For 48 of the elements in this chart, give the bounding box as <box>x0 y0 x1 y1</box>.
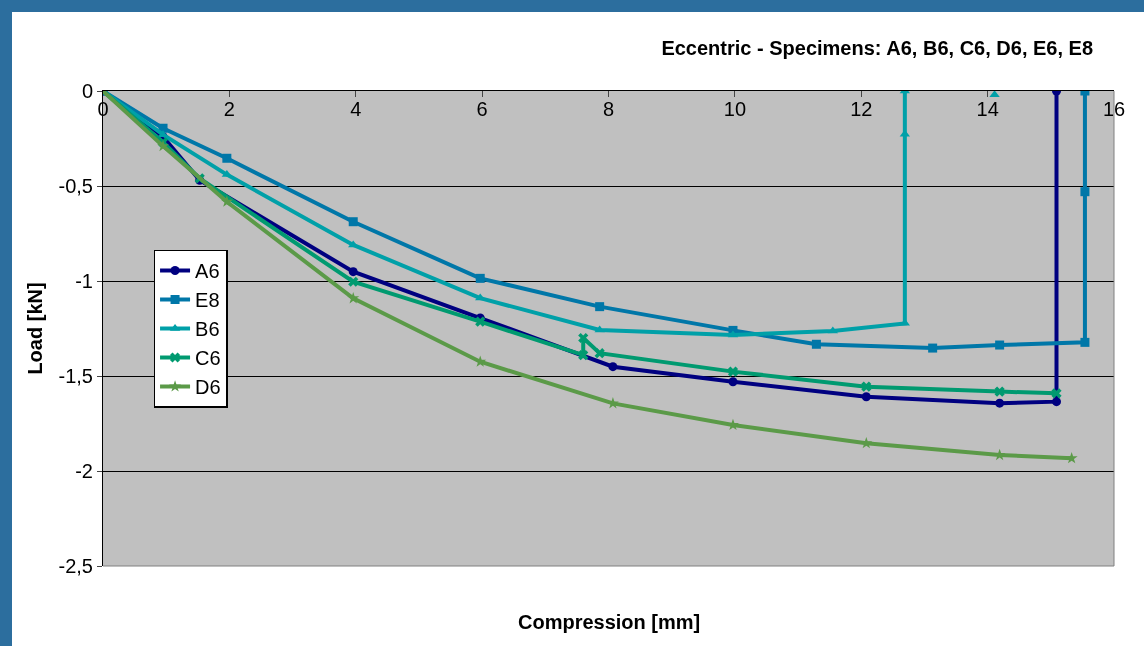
x-tick-label: 8 <box>602 98 615 120</box>
point <box>861 381 872 392</box>
y-tick-label: -0,5 <box>58 175 93 197</box>
point <box>475 273 485 283</box>
x-tick-label: 12 <box>850 98 873 120</box>
point <box>578 332 589 344</box>
x-tick-label: 4 <box>350 98 362 120</box>
point <box>995 398 1005 408</box>
y-tick-label: 0 <box>81 80 93 102</box>
point <box>728 377 738 387</box>
point <box>578 350 589 361</box>
x-tick-label: 2 <box>223 98 235 120</box>
legend-label: D6 <box>195 376 221 399</box>
y-tick-label: -1,5 <box>58 365 93 387</box>
y-tick-label: -2,5 <box>58 555 93 577</box>
legend-label: C6 <box>195 347 221 370</box>
point <box>1051 388 1062 399</box>
point <box>157 139 170 152</box>
point <box>727 366 739 377</box>
point <box>475 316 486 327</box>
point <box>595 302 605 312</box>
x-axis-title: Compression [mm] <box>518 611 701 633</box>
point <box>811 339 821 349</box>
point <box>994 386 1005 397</box>
point <box>1080 337 1090 347</box>
chart-title: Eccentric - Specimens: A6, B6, C6, D6, E6, E8 <box>661 36 1094 59</box>
point <box>1080 187 1090 197</box>
point <box>348 276 359 287</box>
point <box>222 153 232 163</box>
y-tick-label: -1 <box>75 270 93 292</box>
x-tick-label: 14 <box>976 98 999 120</box>
point <box>928 343 938 353</box>
point <box>861 392 871 402</box>
point <box>594 348 605 359</box>
y-axis-title: Load [kN] <box>24 282 47 375</box>
point <box>348 267 358 277</box>
legend-label: A6 <box>195 260 220 283</box>
point <box>995 340 1005 350</box>
legend-label: E8 <box>195 289 220 312</box>
x-tick-label: 10 <box>723 98 747 120</box>
point <box>1052 397 1061 407</box>
y-tick-label: -2 <box>75 460 93 482</box>
x-tick-label: 6 <box>476 98 488 120</box>
point <box>347 291 360 304</box>
x-tick-label: 16 <box>1102 98 1126 120</box>
legend-label: B6 <box>195 318 220 341</box>
point <box>348 217 358 227</box>
point <box>608 362 618 372</box>
